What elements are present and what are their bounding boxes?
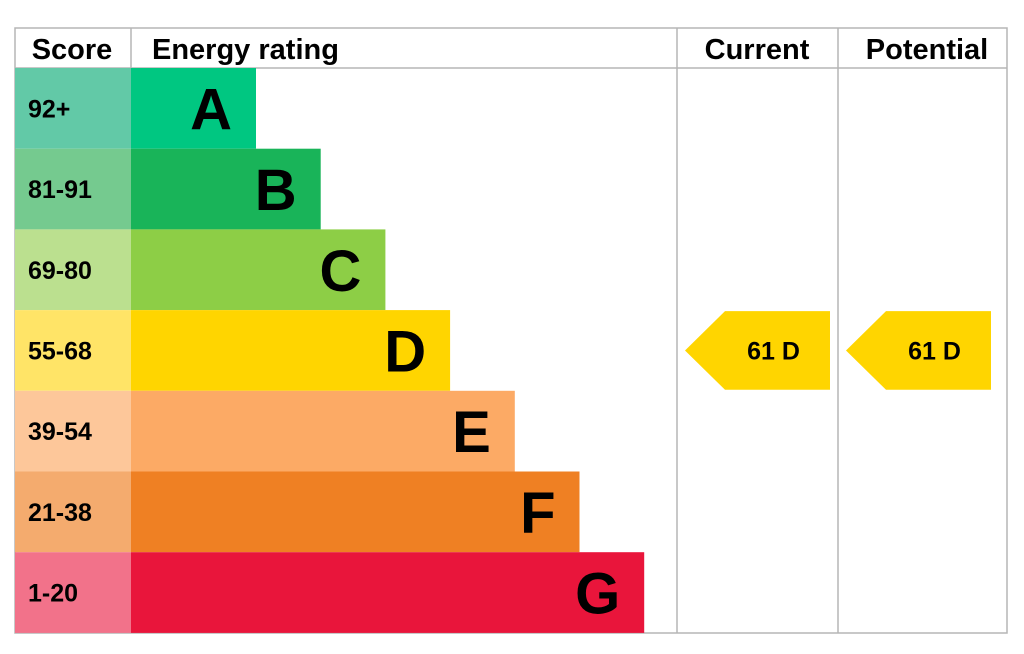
potential-arrow xyxy=(846,311,991,390)
header-current: Current xyxy=(705,34,810,66)
score-label-b: 81-91 xyxy=(28,176,92,204)
score-label-d: 55-68 xyxy=(28,337,92,365)
score-cell-c xyxy=(15,229,131,311)
rating-letter-d: D xyxy=(384,319,426,384)
score-cell-a xyxy=(15,68,131,149)
rating-arrows: 61 D 61 D xyxy=(685,311,991,390)
score-label-g: 1-20 xyxy=(28,580,78,608)
rating-bar-b xyxy=(131,148,321,230)
current-rating-label: 61 D xyxy=(747,337,800,365)
score-cell-e xyxy=(15,390,131,472)
score-label-a: 92+ xyxy=(28,95,70,123)
rating-letter-f: F xyxy=(520,481,555,546)
score-cell-b xyxy=(15,148,131,230)
score-label-f: 21-38 xyxy=(28,499,92,527)
rating-bar-f xyxy=(131,471,580,553)
score-cell-f xyxy=(15,471,131,553)
rating-bar-d xyxy=(131,310,451,391)
rating-bar-g xyxy=(131,552,645,633)
rating-bar-c xyxy=(131,229,386,311)
current-arrow xyxy=(685,311,830,390)
potential-rating-label: 61 D xyxy=(908,337,961,365)
rating-letter-e: E xyxy=(452,400,491,465)
rating-bar-e xyxy=(131,390,515,472)
rating-bar-a xyxy=(131,68,256,149)
score-label-e: 39-54 xyxy=(28,418,92,446)
score-cell-d xyxy=(15,310,131,391)
score-cell-g xyxy=(15,552,131,633)
rating-letter-b: B xyxy=(255,158,297,223)
score-label-c: 69-80 xyxy=(28,257,92,285)
header-score: Score xyxy=(32,34,113,66)
header-energy-rating: Energy rating xyxy=(152,34,339,66)
rating-letter-c: C xyxy=(320,239,362,304)
rating-letter-a: A xyxy=(190,77,232,142)
header-potential: Potential xyxy=(866,34,988,66)
rating-bands: 92+ A 81-91 B 69-80 C 55-68 D 39-54 E 21-38 F 1-20 G xyxy=(15,68,645,633)
rating-letter-g: G xyxy=(575,562,620,627)
